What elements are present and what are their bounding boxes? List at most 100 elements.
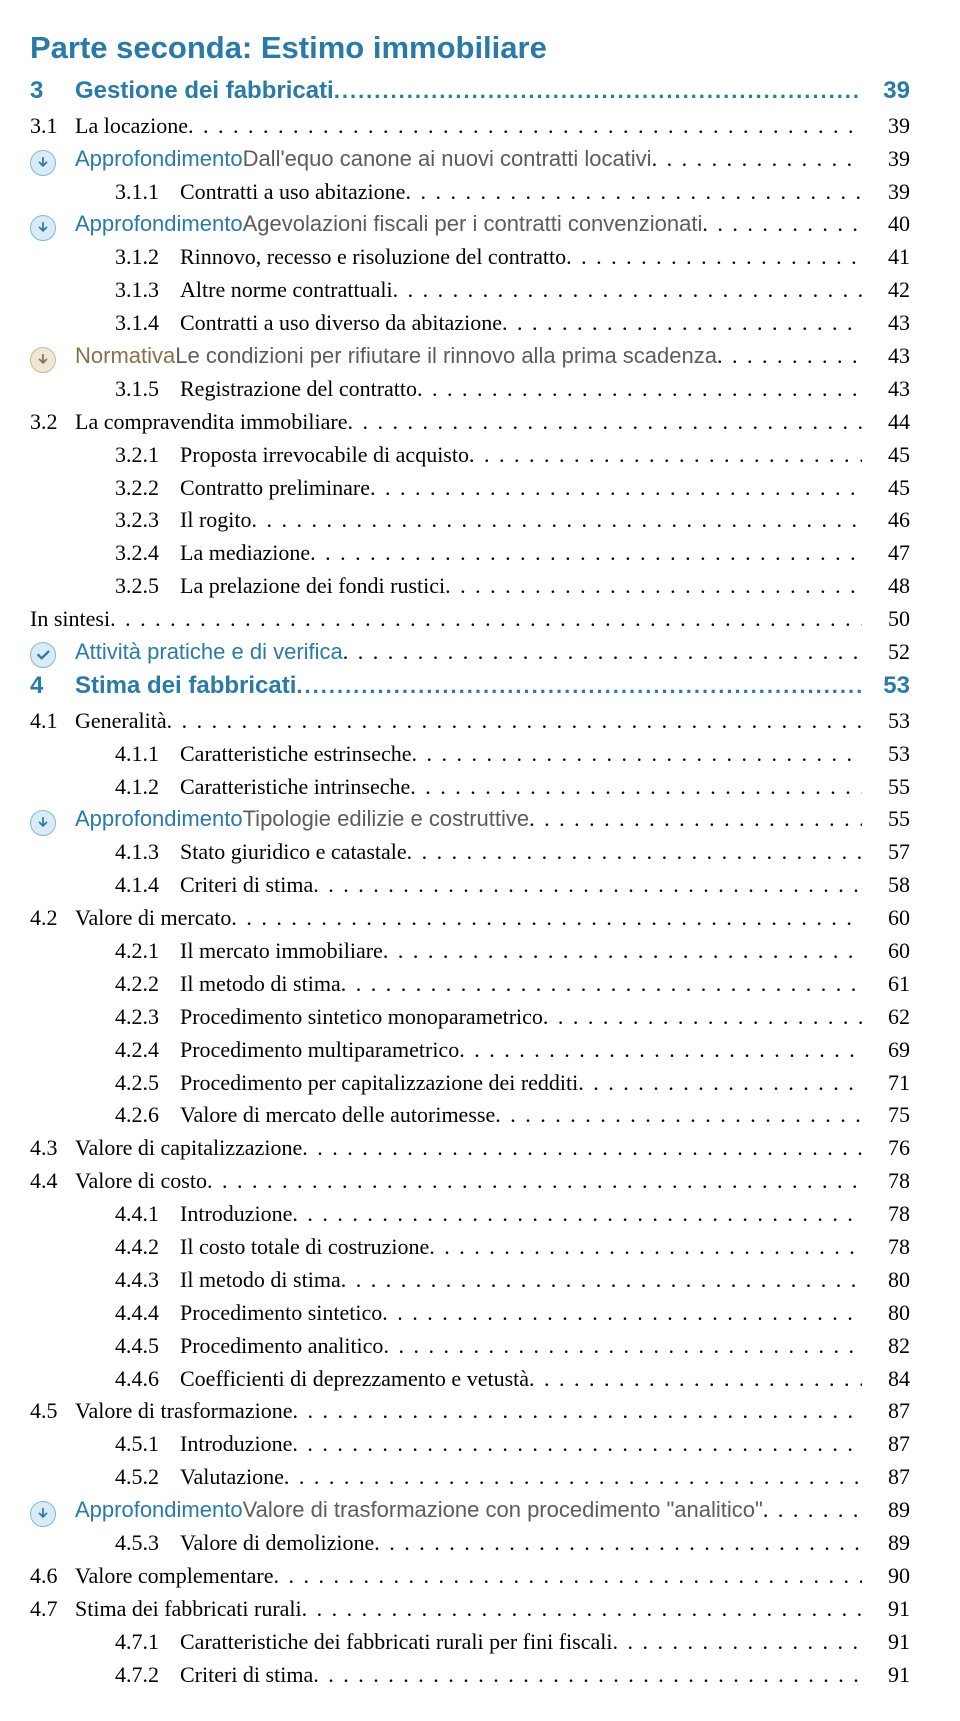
subsection-number: 4.4.1	[115, 1198, 180, 1230]
page-number: 47	[862, 537, 910, 569]
page-number: 40	[862, 208, 910, 240]
toc-row: 3.1.2 Rinnovo, recesso e risoluzione del…	[30, 241, 910, 273]
subsection-title: Contratti a uso abitazione	[180, 176, 405, 208]
leader-dots: . . . . . . . . . . . . . . . . . . . . …	[529, 803, 862, 835]
toc-row: 4.4.5 Procedimento analitico . . . . . .…	[30, 1330, 910, 1362]
subsection-title: Valore di mercato delle autorimesse	[180, 1099, 495, 1131]
page-number: 84	[862, 1363, 910, 1395]
approfondimento-title: Valore di trasformazione con procediment…	[243, 1494, 763, 1526]
page-number: 53	[862, 669, 910, 704]
page-number: 55	[862, 771, 910, 803]
subsection-title: Procedimento multiparametrico	[180, 1034, 459, 1066]
leader-dots: . . . . . . . . . . . . . . . . . . . . …	[612, 1626, 862, 1658]
leader-dots: . . . . . . . . . . . . . . . . . . . . …	[292, 1428, 862, 1460]
leader-dots: . . . . . . . . . . . . . . . . . . . . …	[374, 1527, 862, 1559]
plain-label: In sintesi	[30, 603, 110, 635]
leader-dots: . . . . . . . . . . . . . . . . . . . . …	[207, 1165, 862, 1197]
subsection-title: Procedimento sintetico	[180, 1297, 382, 1329]
section-number: 4.3	[30, 1132, 75, 1164]
toc-row: 4.6 Valore complementare . . . . . . . .…	[30, 1560, 910, 1592]
section-number: 4.2	[30, 902, 75, 934]
normativa-title: Le condizioni per rifiutare il rinnovo a…	[175, 340, 717, 372]
leader-dots: . . . . . . . . . . . . . . . . . . . . …	[313, 869, 862, 901]
toc-row: 4.2.1 Il mercato immobiliare . . . . . .…	[30, 935, 910, 967]
page-number: 87	[862, 1428, 910, 1460]
leader-dots: . . . . . . . . . . . . . . . . . . . . …	[252, 504, 863, 536]
leader-dots: . . . . . . . . . . . . . . . . . . . . …	[529, 1363, 862, 1395]
page-number: 57	[862, 836, 910, 868]
subsection-number: 3.1.1	[115, 176, 180, 208]
section-number: 3.1	[30, 110, 75, 142]
subsection-title: Procedimento per capitalizzazione dei re…	[180, 1067, 578, 1099]
toc-row: 4.2.4 Procedimento multiparametrico . . …	[30, 1034, 910, 1066]
page-number: 39	[862, 74, 910, 109]
toc-row: 4.4.1 Introduzione . . . . . . . . . . .…	[30, 1198, 910, 1230]
subsection-title: Criteri di stima	[180, 1659, 313, 1691]
section-title: Valore di trasformazione	[75, 1395, 292, 1427]
subsection-title: Il rogito	[180, 504, 252, 536]
page-number: 69	[862, 1034, 910, 1066]
toc-row: Approfondimento Agevolazioni fiscali per…	[30, 208, 910, 240]
leader-dots: . . . . . . . . . . . . . . . . . . . . …	[341, 968, 862, 1000]
toc-row: 3.1.1 Contratti a uso abitazione . . . .…	[30, 176, 910, 208]
toc-row: 3.1.5 Registrazione del contratto . . . …	[30, 373, 910, 405]
page-number: 43	[862, 373, 910, 405]
chapter-title: Stima dei fabbricati	[75, 669, 296, 704]
toc-row: 4.1.2 Caratteristiche intrinseche . . . …	[30, 771, 910, 803]
page-number: 60	[862, 935, 910, 967]
toc-row: Approfondimento Dall'equo canone ai nuov…	[30, 143, 910, 175]
subsection-title: Registrazione del contratto	[180, 373, 417, 405]
approfondimento-tag: Approfondimento	[75, 803, 243, 835]
subsection-number: 4.4.2	[115, 1231, 180, 1263]
leader-dots: . . . . . . . . . . . . . . . . . . . . …	[292, 1395, 862, 1427]
subsection-number: 4.4.5	[115, 1330, 180, 1362]
page-number: 78	[862, 1165, 910, 1197]
toc-row: 3.2 La compravendita immobiliare . . . .…	[30, 406, 910, 438]
subsection-number: 4.7.2	[115, 1659, 180, 1691]
subsection-number: 4.1.1	[115, 738, 180, 770]
down-arrow-icon	[30, 810, 56, 836]
leader-dots: . . . . . . . . . . . . . . . . . . . . …	[652, 143, 862, 175]
leader-dots: . . . . . . . . . . . . . . . . . . . . …	[412, 738, 862, 770]
leader-dots: . . . . . . . . . . . . . . . . . . . . …	[469, 439, 862, 471]
subsection-number: 3.1.2	[115, 241, 180, 273]
page-number: 89	[862, 1494, 910, 1526]
subsection-title: Criteri di stima	[180, 869, 313, 901]
toc-row: 4.5.1 Introduzione . . . . . . . . . . .…	[30, 1428, 910, 1460]
toc-row: 4.2.6 Valore di mercato delle autorimess…	[30, 1099, 910, 1131]
section-number: 4.1	[30, 705, 75, 737]
subsection-title: Procedimento analitico	[180, 1330, 383, 1362]
attivita-label: Attività pratiche e di verifica	[75, 636, 343, 668]
page-number: 43	[862, 340, 910, 372]
subsection-number: 4.1.3	[115, 836, 180, 868]
toc-row: 4.1.1 Caratteristiche estrinseche . . . …	[30, 738, 910, 770]
toc-row: Normativa Le condizioni per rifiutare il…	[30, 340, 910, 372]
leader-dots: . . . . . . . . . . . . . . . . . . . . …	[393, 274, 862, 306]
subsection-title: Introduzione	[180, 1428, 292, 1460]
subsection-number: 4.2.5	[115, 1067, 180, 1099]
toc-row: 3 Gestione dei fabbricati ..............…	[30, 74, 910, 109]
toc-row: 3.2.3 Il rogito . . . . . . . . . . . . …	[30, 504, 910, 536]
toc-row: 3.2.4 La mediazione . . . . . . . . . . …	[30, 537, 910, 569]
page-number: 50	[862, 603, 910, 635]
subsection-title: Caratteristiche dei fabbricati rurali pe…	[180, 1626, 612, 1658]
leader-dots: . . . . . . . . . . . . . . . . . . . . …	[763, 1494, 862, 1526]
leader-dots: . . . . . . . . . . . . . . . . . . . . …	[543, 1001, 862, 1033]
page-number: 61	[862, 968, 910, 1000]
subsection-title: Valutazione	[180, 1461, 284, 1493]
leader-dots: ........................................…	[296, 670, 862, 702]
leader-dots: . . . . . . . . . . . . . . . . . . . . …	[405, 176, 862, 208]
page-number: 78	[862, 1198, 910, 1230]
subsection-title: Introduzione	[180, 1198, 292, 1230]
subsection-number: 4.4.4	[115, 1297, 180, 1329]
subsection-number: 4.4.3	[115, 1264, 180, 1296]
page-number: 43	[862, 307, 910, 339]
subsection-number: 3.2.3	[115, 504, 180, 536]
leader-dots: . . . . . . . . . . . . . . . . . . . . …	[110, 603, 862, 635]
leader-dots: . . . . . . . . . . . . . . . . . . . . …	[459, 1034, 862, 1066]
leader-dots: . . . . . . . . . . . . . . . . . . . . …	[383, 935, 862, 967]
chapter-number: 4	[30, 669, 75, 704]
section-title: Generalità	[75, 705, 167, 737]
approfondimento-title: Tipologie edilizie e costruttive	[243, 803, 530, 835]
subsection-title: Valore di demolizione	[180, 1527, 374, 1559]
